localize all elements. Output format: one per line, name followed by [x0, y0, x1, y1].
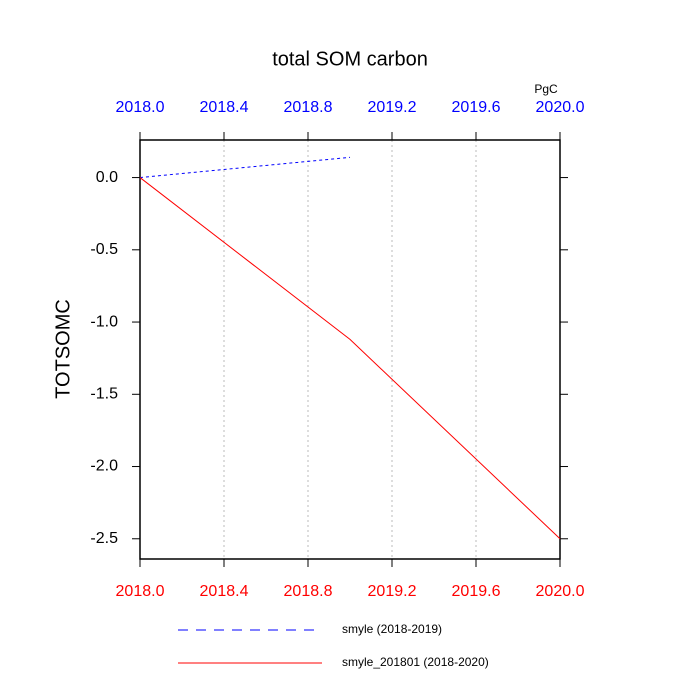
units-label: PgC	[534, 82, 558, 96]
x-tick-label: 2019.6	[452, 583, 501, 600]
x2-tick-label: 2020.0	[536, 99, 585, 116]
x2-tick-label: 2018.0	[116, 99, 165, 116]
line-series	[139, 156, 351, 179]
y-tick-label: -0.5	[90, 241, 118, 258]
x-tick-label: 2018.8	[284, 583, 333, 600]
chart-title: total SOM carbon	[272, 48, 428, 70]
x2-tick-label: 2019.2	[368, 99, 417, 116]
x-tick-label: 2018.4	[200, 583, 249, 600]
plot-frame	[139, 139, 561, 560]
x2-tick-label: 2018.8	[284, 99, 333, 116]
x2-tick-label: 2019.6	[452, 99, 501, 116]
x2-tick-label: 2018.4	[200, 99, 249, 116]
y-tick-label: -1.5	[90, 386, 118, 403]
y-axis-label: TOTSOMC	[52, 299, 74, 399]
x-tick-label: 2018.0	[116, 583, 165, 600]
legend-label: smyle (2018-2019)	[342, 622, 442, 636]
y-tick-label: 0.0	[96, 169, 118, 186]
y-tick-label: -1.0	[90, 313, 118, 330]
legend-label: smyle_201801 (2018-2020)	[342, 655, 489, 669]
line-series	[139, 177, 561, 540]
x-tick-label: 2020.0	[536, 583, 585, 600]
y-tick-label: -2.5	[90, 530, 118, 547]
x-tick-label: 2019.2	[368, 583, 417, 600]
y-tick-label: -2.0	[90, 458, 118, 475]
